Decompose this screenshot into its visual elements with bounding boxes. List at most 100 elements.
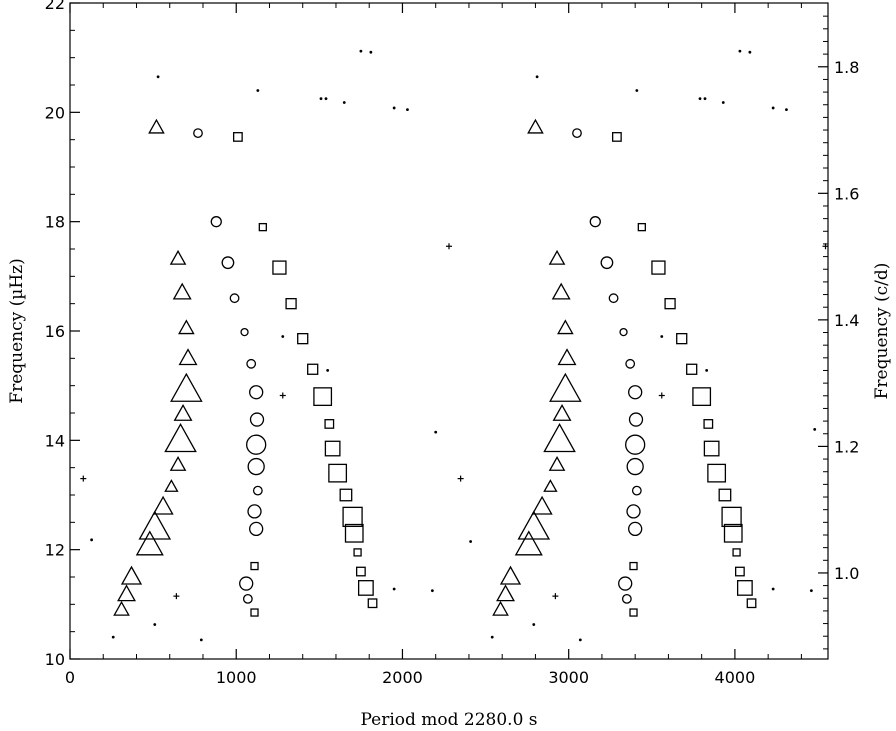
triangle-point: [557, 348, 577, 366]
dot-point: [392, 587, 396, 591]
triangle-point: [543, 479, 558, 492]
circle-point: [631, 485, 642, 496]
square-point: [651, 260, 666, 275]
dot-point: [434, 430, 438, 434]
y-tick-label: 18: [45, 213, 65, 232]
dot-point: [738, 49, 742, 53]
plus-point: [552, 593, 559, 600]
square-point: [703, 440, 720, 457]
square-point: [342, 506, 363, 528]
dot-point: [532, 623, 536, 626]
y-tick-label: 14: [45, 431, 65, 450]
y-tick-label: 20: [45, 103, 65, 122]
square-point: [736, 580, 753, 596]
circle-point: [625, 434, 646, 455]
dot-point: [785, 108, 788, 111]
square-point: [307, 363, 319, 375]
circle-point: [626, 504, 641, 519]
circle-point: [221, 256, 235, 270]
square-point: [734, 566, 745, 577]
square-point: [707, 463, 727, 483]
square-point: [324, 419, 335, 429]
circle-point: [608, 293, 619, 304]
dot-point: [635, 89, 639, 92]
square-point: [703, 419, 714, 429]
circle-point: [628, 412, 644, 427]
triangle-point: [514, 530, 543, 556]
dot-point: [705, 368, 709, 372]
dot-point: [469, 540, 473, 543]
dot-point: [156, 75, 160, 79]
square-point: [250, 561, 259, 571]
square-point: [353, 548, 362, 557]
dot-point: [809, 589, 813, 593]
triangle-point: [496, 584, 515, 602]
square-point: [258, 222, 267, 232]
square-point: [746, 598, 757, 609]
dot-point: [359, 49, 363, 53]
dot-point: [771, 106, 775, 110]
square-point: [339, 488, 353, 502]
x-tick-label: 0: [65, 668, 75, 687]
triangle-point: [557, 319, 574, 335]
triangle-point: [173, 403, 193, 421]
dot-point: [535, 75, 539, 79]
dot-point: [392, 106, 396, 110]
dot-point: [153, 623, 157, 626]
square-point: [721, 506, 742, 528]
triangle-point: [531, 495, 553, 515]
square-point: [718, 488, 732, 502]
circle-point: [229, 293, 240, 304]
triangle-point: [117, 584, 136, 602]
triangle-point: [492, 600, 509, 616]
circle-point: [193, 128, 203, 139]
triangle-point: [164, 423, 197, 453]
square-point: [357, 580, 374, 596]
triangle-point: [517, 510, 551, 540]
circle-point: [621, 593, 632, 604]
triangle-point: [543, 423, 576, 453]
triangle-point: [135, 530, 164, 556]
square-point: [637, 222, 646, 232]
square-point: [686, 363, 698, 375]
circle-point: [249, 521, 264, 537]
y-tick-label: 10: [45, 650, 65, 669]
circle-point: [240, 327, 249, 337]
circle-point: [246, 434, 267, 455]
square-point: [629, 608, 638, 617]
circle-point: [249, 412, 265, 427]
square-point: [297, 333, 309, 345]
dot-point: [748, 50, 752, 54]
plus-point: [457, 475, 464, 482]
triangle-point: [552, 403, 572, 421]
triangle-point: [120, 565, 143, 585]
y2-tick-label: 1.2: [834, 437, 859, 456]
circle-point: [247, 457, 265, 476]
dot-point: [406, 108, 409, 111]
dot-point: [578, 638, 582, 642]
square-point: [367, 598, 378, 609]
dot-point: [281, 335, 285, 338]
x-tick-label: 1000: [216, 668, 257, 687]
triangle-point: [170, 372, 203, 402]
dot-point: [703, 97, 707, 101]
circle-point: [600, 256, 614, 270]
square-point: [324, 440, 341, 457]
circle-point: [252, 485, 263, 496]
circle-point: [618, 576, 633, 591]
square-point: [692, 387, 712, 407]
triangle-point: [548, 456, 566, 471]
plus-point: [80, 475, 87, 482]
y-axis-title: Frequency (µHz): [7, 258, 27, 403]
dot-point: [326, 368, 330, 372]
triangle-point: [549, 372, 582, 402]
dot-point: [721, 101, 725, 104]
triangle-point: [169, 456, 187, 471]
circle-point: [242, 593, 253, 604]
y2-axis-title: Frequency (c/d): [872, 263, 892, 400]
x-tick-label: 4000: [715, 668, 756, 687]
triangle-point: [113, 600, 130, 616]
square-point: [664, 298, 676, 310]
circle-point: [625, 358, 636, 369]
